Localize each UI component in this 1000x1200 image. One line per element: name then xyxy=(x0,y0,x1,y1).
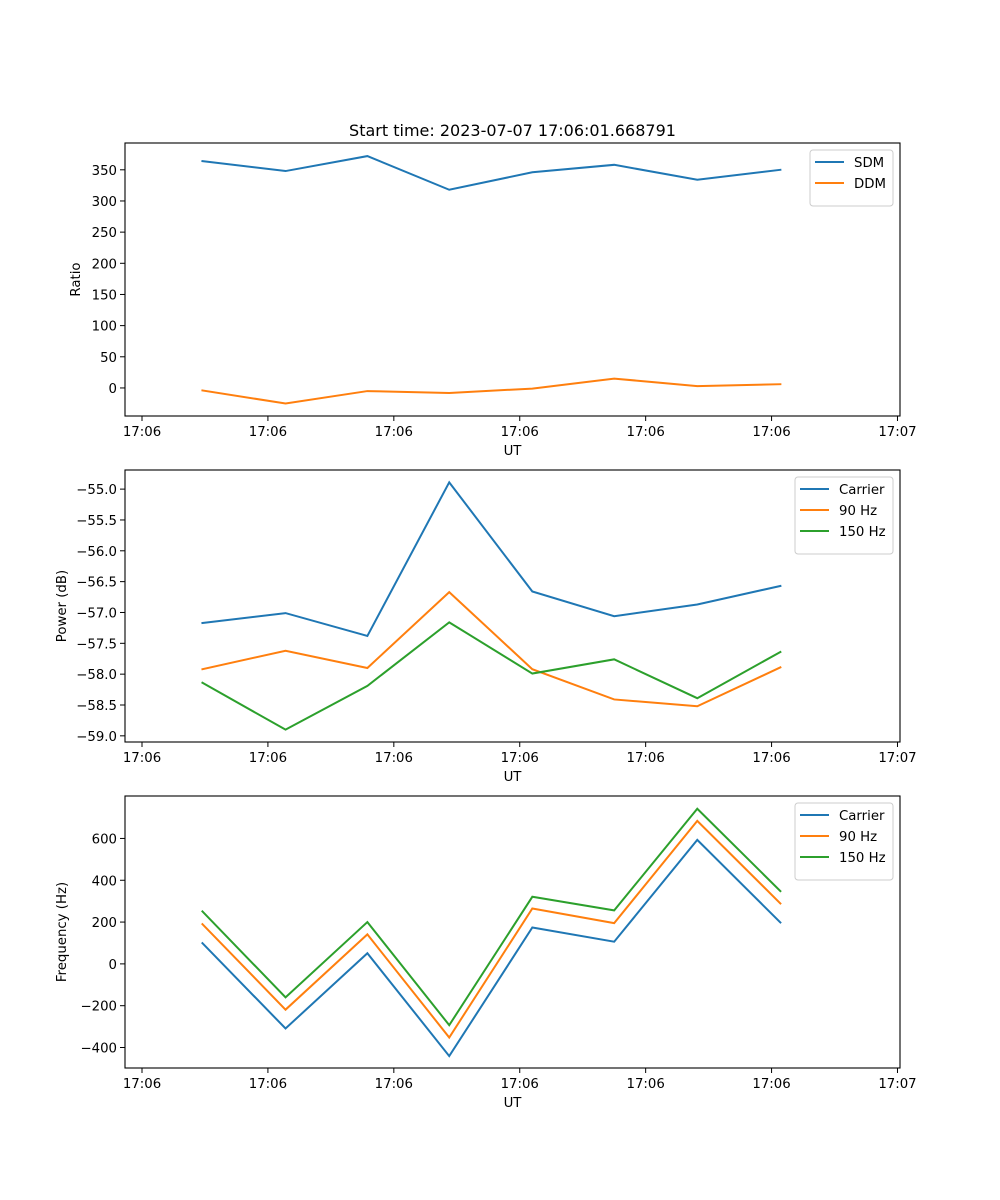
frequency-x-tick-label: 17:06 xyxy=(626,1077,664,1092)
ratio-y-tick-label: 300 xyxy=(92,195,117,210)
frequency-axes-frame xyxy=(124,795,901,1069)
figure-title: Start time: 2023-07-07 17:06:01.668791 xyxy=(349,121,676,140)
power-y-tick-label: −57.0 xyxy=(76,606,117,621)
power-x-tick-label: 17:06 xyxy=(501,751,539,766)
power-x-axis-label: UT xyxy=(504,770,523,785)
frequency-y-tick-label: 400 xyxy=(92,874,117,889)
power-axes-frame xyxy=(124,469,901,743)
power-x-tick-label: 17:06 xyxy=(123,751,161,766)
frequency-legend: Carrier 90 Hz 150 Hz xyxy=(794,802,894,881)
frequency-series-90-hz xyxy=(201,819,782,1040)
frequency-panel: 17:06 17:06 17:06 17:06 17:06 17:06 17:07 −400 −… xyxy=(55,795,917,1111)
ratio-x-tick-label: 17:07 xyxy=(878,425,916,440)
ratio-y-tick-label: 100 xyxy=(92,320,117,335)
power-x-tick-label: 17:06 xyxy=(752,751,790,766)
ratio-axes-frame xyxy=(124,142,901,417)
power-y-tick-label: −58.0 xyxy=(76,668,117,683)
frequency-x-axis-label: UT xyxy=(504,1096,523,1111)
frequency-legend-box xyxy=(794,802,894,881)
ratio-x-tick-label: 17:06 xyxy=(249,425,287,440)
ratio-legend-label: DDM xyxy=(854,177,886,192)
ratio-y-axis-label: Ratio xyxy=(69,262,84,296)
frequency-y-tick-label: 200 xyxy=(92,916,117,931)
power-y-axis-label: Power (dB) xyxy=(55,570,70,642)
frequency-legend-label: 90 Hz xyxy=(839,830,877,845)
frequency-x-tick-label: 17:06 xyxy=(123,1077,161,1092)
power-series-90-hz xyxy=(201,590,782,708)
ratio-y-tick-label: 350 xyxy=(92,164,117,179)
power-series-carrier xyxy=(201,480,782,638)
power-legend-label: 150 Hz xyxy=(839,525,886,540)
ratio-x-axis-label: UT xyxy=(504,444,523,459)
power-y-tick-label: −56.0 xyxy=(76,545,117,560)
frequency-y-tick-label: −200 xyxy=(80,1000,117,1015)
ratio-x-tick-label: 17:06 xyxy=(501,425,539,440)
ratio-panel: 17:06 17:06 17:06 17:06 17:06 17:06 17:07 0 50 10… xyxy=(69,142,917,459)
frequency-y-tick-label: −400 xyxy=(80,1042,117,1057)
frequency-x-tick-label: 17:07 xyxy=(878,1077,916,1092)
frequency-series-carrier xyxy=(201,838,782,1058)
ratio-legend-label: SDM xyxy=(854,156,884,171)
frequency-y-tick-label: 600 xyxy=(92,832,117,847)
power-y-tick-label: −59.0 xyxy=(76,730,117,745)
ratio-y-tick-label: 0 xyxy=(109,382,117,397)
frequency-x-tick-label: 17:06 xyxy=(752,1077,790,1092)
ratio-legend-box xyxy=(809,149,894,207)
power-y-tick-label: −55.0 xyxy=(76,483,117,498)
power-y-tick-label: −56.5 xyxy=(76,576,117,591)
power-legend-label: Carrier xyxy=(839,483,885,498)
ratio-series-ddm xyxy=(201,377,782,405)
power-x-tick-label: 17:06 xyxy=(626,751,664,766)
power-x-tick-label: 17:06 xyxy=(375,751,413,766)
frequency-legend-label: Carrier xyxy=(839,809,885,824)
ratio-series-sdm xyxy=(201,155,782,191)
power-legend-label: 90 Hz xyxy=(839,504,877,519)
ratio-x-tick-label: 17:06 xyxy=(123,425,161,440)
ratio-x-tick-label: 17:06 xyxy=(375,425,413,440)
power-x-tick-label: 17:07 xyxy=(878,751,916,766)
power-x-tick-label: 17:06 xyxy=(249,751,287,766)
power-y-tick-label: −55.5 xyxy=(76,514,117,529)
power-legend: Carrier 90 Hz 150 Hz xyxy=(794,476,894,555)
power-series-150-hz xyxy=(201,621,782,731)
ratio-x-tick-label: 17:06 xyxy=(752,425,790,440)
frequency-legend-label: 150 Hz xyxy=(839,851,886,866)
ratio-y-tick-label: 250 xyxy=(92,226,117,241)
ratio-legend: SDM DDM xyxy=(809,149,894,207)
frequency-x-tick-label: 17:06 xyxy=(249,1077,287,1092)
ratio-y-tick-label: 50 xyxy=(100,351,117,366)
frequency-series-150-hz xyxy=(201,807,782,1027)
frequency-x-tick-label: 17:06 xyxy=(375,1077,413,1092)
power-panel: 17:06 17:06 17:06 17:06 17:06 17:06 17:07 −59.0… xyxy=(55,469,917,785)
power-y-tick-label: −58.5 xyxy=(76,699,117,714)
frequency-y-tick-label: 0 xyxy=(109,958,117,973)
frequency-y-axis-label: Frequency (Hz) xyxy=(55,882,70,982)
ratio-y-tick-label: 150 xyxy=(92,288,117,303)
power-y-tick-label: −57.5 xyxy=(76,637,117,652)
ratio-x-tick-label: 17:06 xyxy=(626,425,664,440)
ratio-y-tick-label: 200 xyxy=(92,257,117,272)
frequency-x-tick-label: 17:06 xyxy=(501,1077,539,1092)
power-legend-box xyxy=(794,476,894,555)
